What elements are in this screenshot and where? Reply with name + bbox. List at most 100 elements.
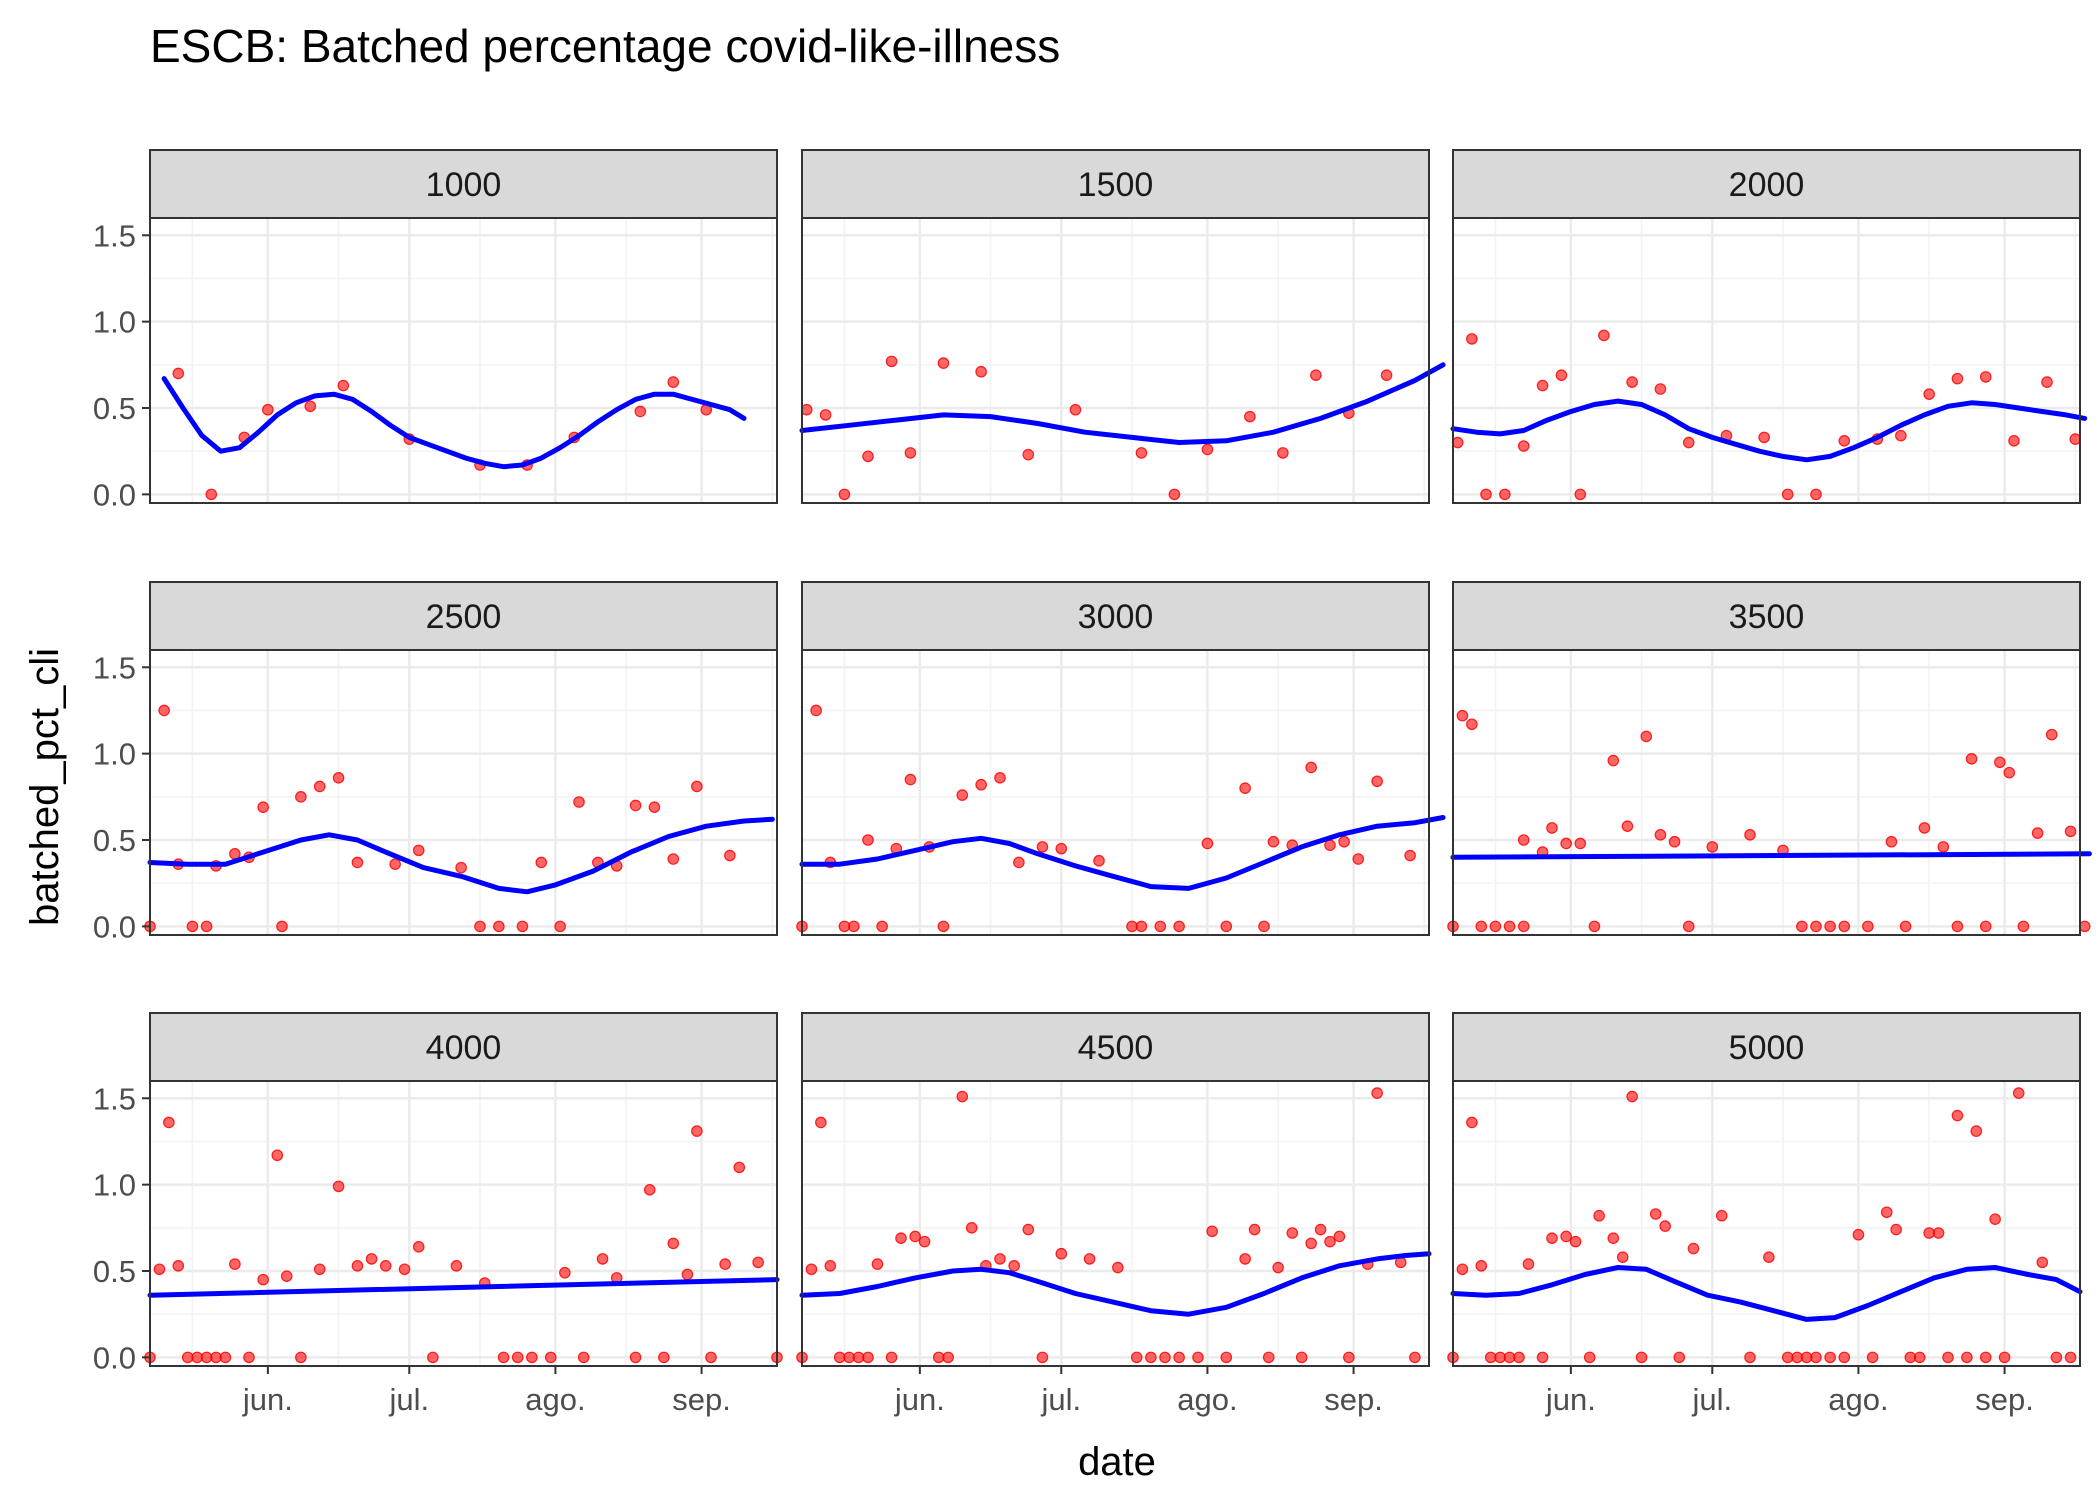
data-point bbox=[1796, 920, 1808, 933]
data-point bbox=[1810, 920, 1822, 933]
data-point bbox=[229, 1258, 241, 1270]
data-point bbox=[313, 1263, 326, 1276]
data-point bbox=[1654, 383, 1667, 395]
data-point bbox=[497, 1351, 510, 1364]
data-point bbox=[1890, 1223, 1902, 1236]
data-point bbox=[1583, 1351, 1596, 1364]
data-point bbox=[1371, 775, 1383, 788]
data-point bbox=[280, 1270, 293, 1282]
y-tick-label: 1.5 bbox=[93, 1081, 136, 1116]
smooth-line bbox=[147, 816, 775, 895]
data-point bbox=[937, 357, 950, 369]
data-point bbox=[427, 1351, 439, 1364]
data-point bbox=[535, 856, 548, 869]
data-point bbox=[975, 778, 987, 791]
data-point bbox=[634, 405, 647, 418]
data-point bbox=[1932, 1227, 1945, 1239]
data-point bbox=[1135, 920, 1148, 933]
data-point bbox=[937, 920, 950, 933]
data-point bbox=[965, 1222, 978, 1234]
data-point bbox=[904, 773, 917, 786]
data-point bbox=[1522, 1258, 1535, 1270]
panel-border bbox=[801, 1080, 1430, 1367]
data-point bbox=[1923, 388, 1935, 400]
data-point bbox=[1852, 1228, 1865, 1241]
data-point bbox=[1951, 1109, 1964, 1122]
facet-strip-label: 4000 bbox=[426, 1029, 502, 1067]
data-point bbox=[1466, 718, 1478, 731]
smooth-line bbox=[1450, 1265, 2083, 1322]
data-point bbox=[1201, 837, 1214, 850]
data-point bbox=[1668, 835, 1681, 848]
data-point bbox=[1659, 1220, 1671, 1232]
data-point bbox=[295, 791, 307, 803]
data-point bbox=[2031, 827, 2044, 839]
facet-strip bbox=[149, 581, 778, 651]
data-point bbox=[172, 1260, 185, 1272]
data-point bbox=[1687, 1242, 1700, 1255]
data-point bbox=[1022, 1223, 1035, 1236]
x-tick-label: sep. bbox=[672, 1382, 731, 1417]
data-point bbox=[1314, 1223, 1327, 1236]
data-point bbox=[1866, 1351, 1879, 1364]
data-point bbox=[295, 1351, 307, 1364]
data-point bbox=[1979, 920, 1992, 933]
data-point bbox=[885, 355, 898, 368]
panel-border bbox=[1452, 1080, 2081, 1367]
data-point bbox=[1036, 841, 1049, 853]
data-point bbox=[994, 1253, 1006, 1265]
data-point bbox=[1838, 1351, 1851, 1364]
x-tick-label: jul. bbox=[388, 1382, 429, 1417]
data-point bbox=[365, 1253, 378, 1265]
panel-5000: 5000 jun. jul. ago. sep. bbox=[1447, 1012, 2083, 1417]
data-point bbox=[2078, 920, 2091, 933]
data-point bbox=[1913, 1351, 1926, 1364]
data-point bbox=[1621, 820, 1634, 832]
y-tick-label: 0.5 bbox=[93, 391, 136, 426]
data-point bbox=[351, 1260, 364, 1272]
data-point bbox=[1536, 1351, 1549, 1364]
smooth-line bbox=[799, 815, 1446, 891]
data-point bbox=[994, 772, 1006, 784]
data-point bbox=[918, 1235, 931, 1248]
data-point bbox=[1588, 920, 1601, 933]
data-point bbox=[1673, 1351, 1686, 1364]
data-point bbox=[1305, 1237, 1317, 1250]
data-point bbox=[1810, 1351, 1822, 1364]
facet-strip bbox=[801, 149, 1430, 219]
data-point bbox=[1466, 1116, 1478, 1129]
panel-background bbox=[1453, 218, 2080, 503]
data-point bbox=[824, 1260, 837, 1272]
smooth-line bbox=[1450, 851, 2092, 860]
data-point bbox=[1569, 1235, 1582, 1248]
data-point bbox=[559, 1266, 571, 1279]
data-point bbox=[1937, 841, 1950, 853]
data-point bbox=[1008, 1260, 1020, 1272]
data-point bbox=[733, 1161, 746, 1174]
data-point bbox=[1607, 1232, 1620, 1244]
data-point bbox=[1220, 920, 1233, 933]
facet-strip bbox=[1452, 1012, 2081, 1082]
data-point bbox=[819, 409, 832, 421]
facet-strip bbox=[1452, 581, 2081, 651]
data-point bbox=[1838, 920, 1851, 933]
facet-strip-label: 1500 bbox=[1078, 166, 1154, 204]
data-point bbox=[1862, 920, 1874, 933]
data-point bbox=[262, 403, 274, 416]
data-point bbox=[1013, 856, 1025, 869]
data-point bbox=[332, 1180, 345, 1193]
x-tick-label: sep. bbox=[1975, 1382, 2034, 1417]
data-point bbox=[474, 920, 486, 933]
data-point bbox=[1352, 853, 1365, 865]
data-point bbox=[398, 1263, 411, 1276]
data-point bbox=[271, 1149, 284, 1162]
data-point bbox=[1239, 1253, 1251, 1265]
data-point bbox=[885, 1351, 898, 1364]
smooth-line bbox=[799, 362, 1446, 445]
data-point bbox=[276, 920, 288, 933]
data-point bbox=[1763, 1251, 1775, 1263]
data-point bbox=[158, 704, 170, 717]
data-point bbox=[1998, 1351, 2011, 1364]
data-point bbox=[2036, 1256, 2049, 1269]
y-tick-label: 1.0 bbox=[93, 1168, 136, 1203]
